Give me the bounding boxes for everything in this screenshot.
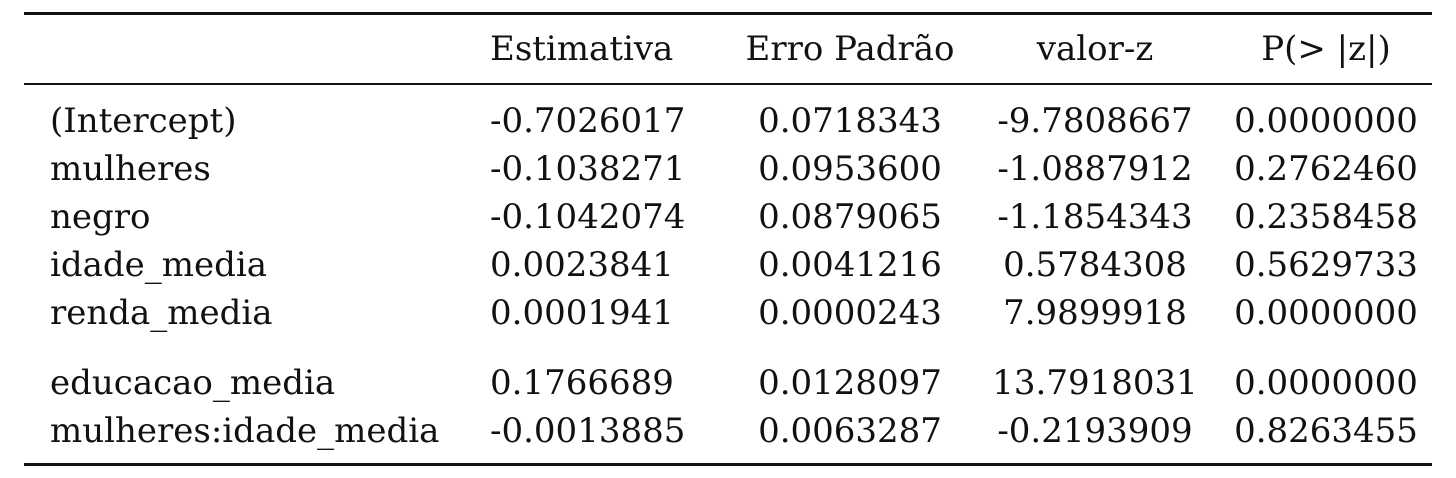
header-cell-estimate: Estimativa — [490, 29, 674, 69]
z-value-cell: -1.0887912 — [997, 149, 1193, 189]
table-header: Estimativa Erro Padrão valor-z P(> |z|) — [24, 13, 1432, 85]
p-value-cell: 0.2762460 — [1234, 149, 1418, 189]
regression-table-container: Estimativa Erro Padrão valor-z P(> |z|) … — [24, 12, 1432, 466]
estimate-cell: 0.1766689 — [490, 363, 674, 403]
header-cell-term — [24, 14, 490, 85]
header-cell-z-value: valor-z — [1036, 29, 1154, 69]
header-cell-p-value: P(> |z|) — [1261, 29, 1391, 69]
estimate-cell: -0.7026017 — [490, 101, 686, 141]
estimate-cell: 0.0001941 — [490, 293, 674, 333]
std-error-cell: 0.0953600 — [758, 149, 942, 189]
term-cell: educacao_media — [50, 363, 336, 403]
header-row: Estimativa Erro Padrão valor-z P(> |z|) — [24, 13, 1432, 85]
term-cell: mulheres — [50, 149, 211, 189]
std-error-cell: 0.0063287 — [758, 411, 942, 451]
p-value-cell: 0.2358458 — [1234, 197, 1418, 237]
p-value-cell: 0.0000000 — [1234, 101, 1418, 141]
estimate-cell: -0.0013885 — [490, 411, 686, 451]
estimate-cell: 0.0023841 — [490, 245, 674, 285]
std-error-cell: 0.0879065 — [758, 197, 942, 237]
std-error-cell: 0.0000243 — [758, 293, 942, 333]
term-cell: mulheres:idade_media — [50, 411, 440, 451]
p-value-cell: 0.8263455 — [1234, 411, 1418, 451]
z-value-cell: 13.7918031 — [992, 363, 1198, 403]
z-value-cell: 7.9899918 — [1003, 293, 1187, 333]
regression-table: Estimativa Erro Padrão valor-z P(> |z|) … — [24, 12, 1432, 466]
term-cell: idade_media — [50, 245, 268, 285]
p-value-cell: 0.0000000 — [1234, 293, 1418, 333]
z-value-cell: -0.2193909 — [997, 411, 1193, 451]
term-cell: negro — [50, 197, 151, 237]
table-row: renda_media 0.0001941 0.0000243 7.989991… — [24, 289, 1432, 337]
table-row: negro -0.1042074 0.0879065 -1.1854343 0.… — [24, 193, 1432, 241]
std-error-cell: 0.0718343 — [758, 101, 942, 141]
table-body: (Intercept) -0.7026017 0.0718343 -9.7808… — [24, 84, 1432, 465]
table-row: mulheres -0.1038271 0.0953600 -1.0887912… — [24, 145, 1432, 193]
estimate-cell: -0.1038271 — [490, 149, 686, 189]
term-cell: renda_media — [50, 293, 273, 333]
z-value-cell: -9.7808667 — [997, 101, 1193, 141]
z-value-cell: -1.1854343 — [997, 197, 1193, 237]
term-cell: (Intercept) — [50, 101, 237, 141]
std-error-cell: 0.0041216 — [758, 245, 942, 285]
p-value-cell: 0.5629733 — [1234, 245, 1418, 285]
z-value-cell: 0.5784308 — [1003, 245, 1187, 285]
estimate-cell: -0.1042074 — [490, 197, 686, 237]
std-error-cell: 0.0128097 — [758, 363, 942, 403]
header-cell-std-error: Erro Padrão — [745, 29, 955, 69]
table-row: mulheres:idade_media -0.0013885 0.006328… — [24, 407, 1432, 465]
table-row: idade_media 0.0023841 0.0041216 0.578430… — [24, 241, 1432, 289]
table-row: educacao_media 0.1766689 0.0128097 13.79… — [24, 337, 1432, 407]
p-value-cell: 0.0000000 — [1234, 363, 1418, 403]
table-row: (Intercept) -0.7026017 0.0718343 -9.7808… — [24, 84, 1432, 145]
